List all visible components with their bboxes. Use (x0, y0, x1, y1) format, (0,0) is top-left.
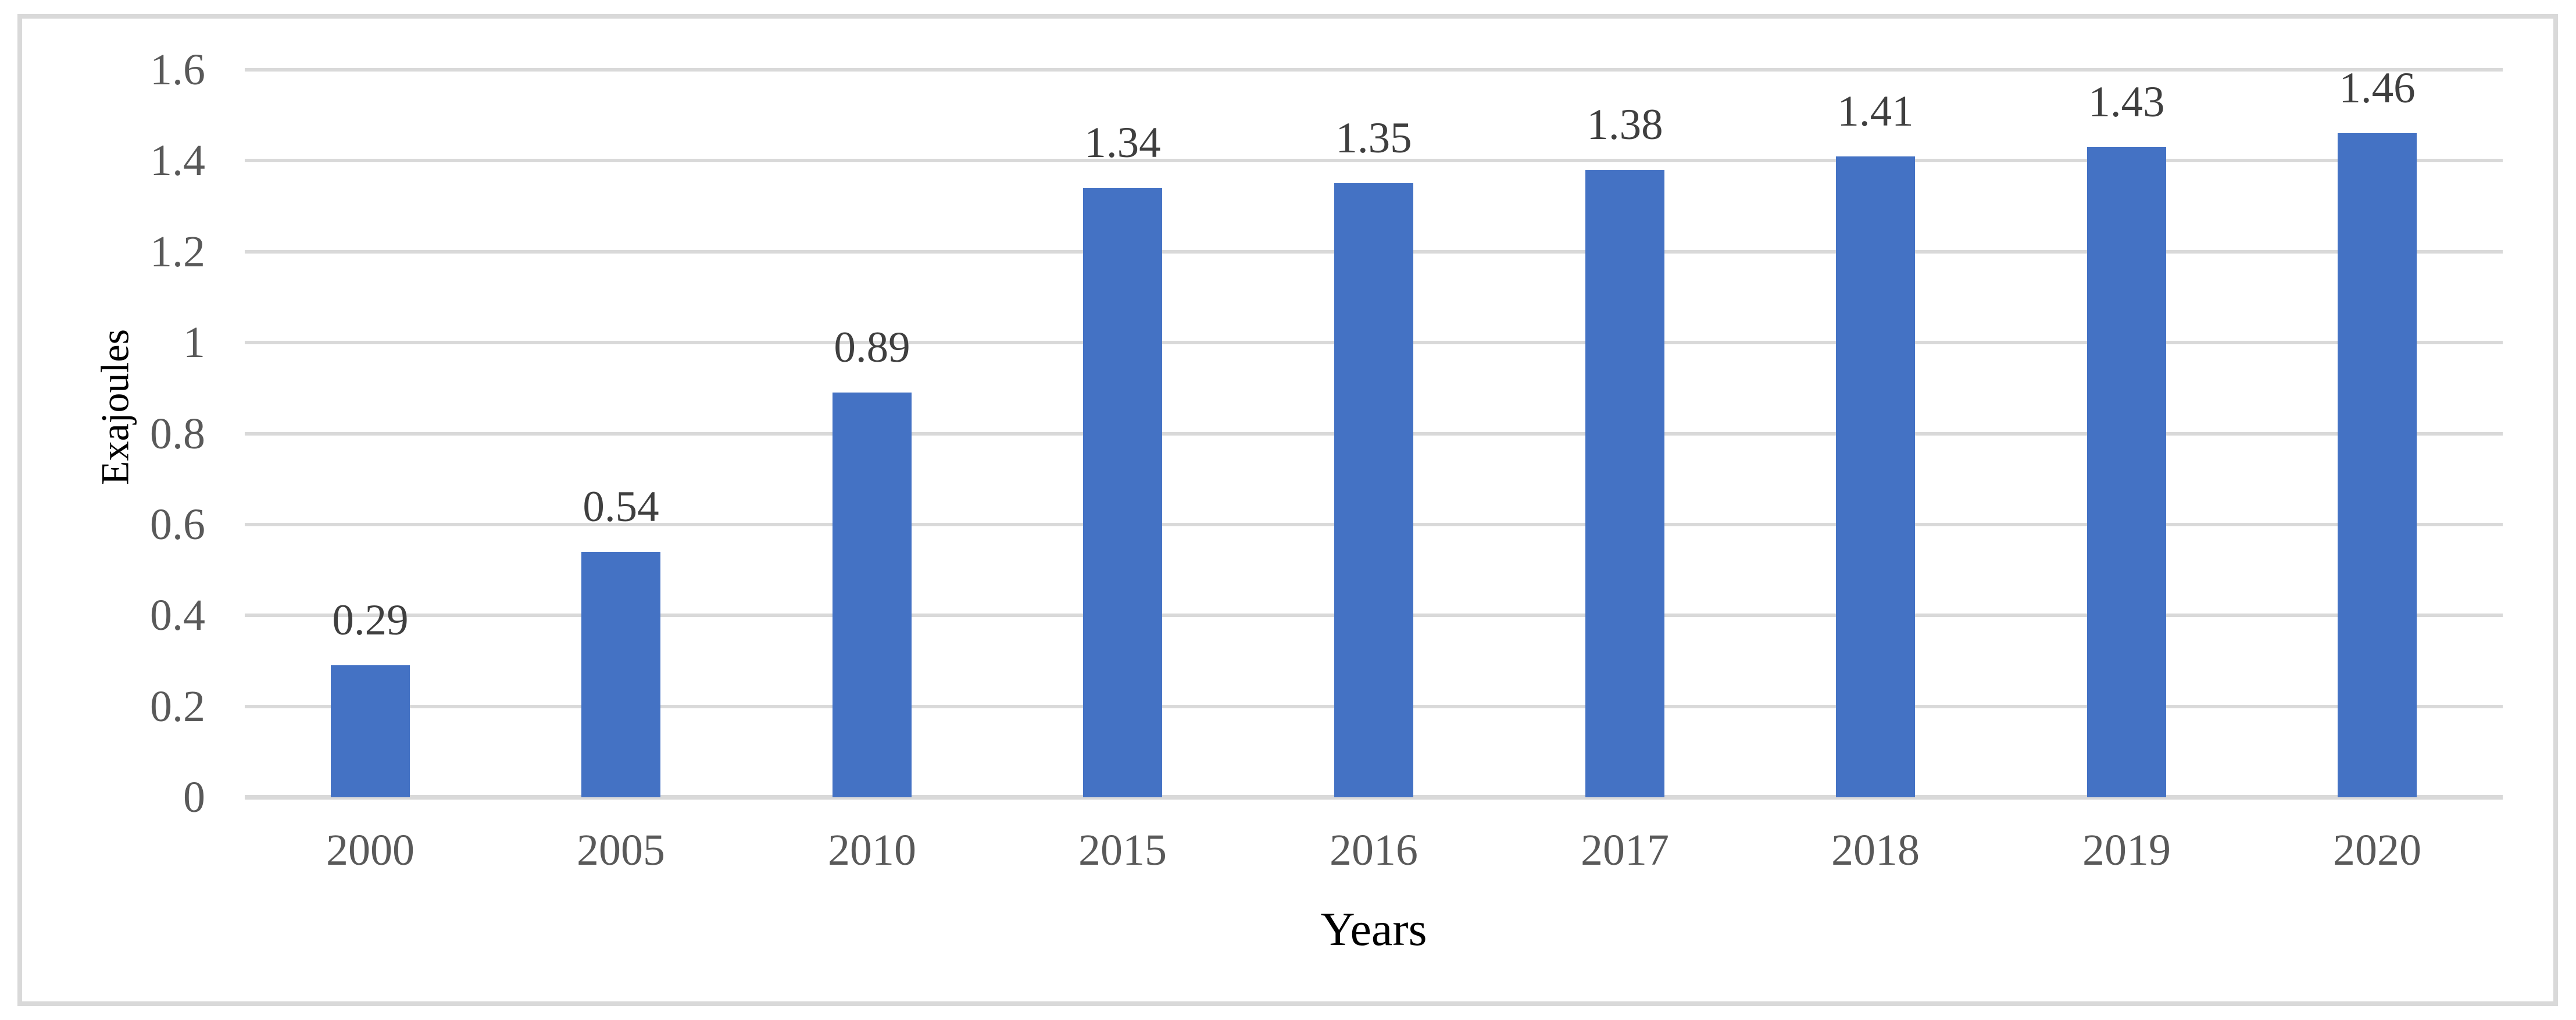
bar-2000 (331, 665, 410, 797)
x-tick-label-2018: 2018 (1831, 826, 1920, 875)
bar-2018 (1836, 156, 1915, 797)
bar-2010 (833, 393, 912, 797)
y-tick-label: 1.2 (150, 227, 205, 276)
x-tick-label-2000: 2000 (326, 826, 415, 875)
bar-value-label: 1.34 (1084, 119, 1161, 167)
bar-value-label: 1.38 (1587, 101, 1663, 149)
gridline-1.4 (245, 159, 2503, 162)
bar-value-label: 1.41 (1837, 87, 1914, 135)
bar-value-label: 0.89 (834, 323, 910, 372)
bar-2019 (2087, 147, 2166, 797)
x-tick-label-2019: 2019 (2082, 826, 2171, 875)
bar-2005 (581, 552, 660, 797)
x-tick-label-2017: 2017 (1581, 826, 1669, 875)
bar-2020 (2338, 133, 2417, 797)
x-tick-label-2015: 2015 (1078, 826, 1167, 875)
y-tick-label: 1.4 (150, 136, 205, 185)
bar-2017 (1585, 170, 1664, 797)
bar-value-label: 1.35 (1335, 114, 1412, 162)
bar-2016 (1334, 183, 1413, 797)
y-tick-label: 0.2 (150, 682, 205, 731)
y-tick-label: 0.8 (150, 409, 205, 458)
x-axis-title: Years (1320, 903, 1427, 955)
y-tick-label: 1.6 (150, 45, 205, 94)
y-tick-label: 1 (183, 318, 205, 367)
y-tick-label: 0.4 (150, 591, 205, 640)
y-tick-label: 0.6 (150, 500, 205, 549)
gridline-1.6 (245, 68, 2503, 72)
x-tick-label-2010: 2010 (828, 826, 916, 875)
bar-value-label: 0.29 (332, 596, 409, 644)
bar-value-label: 1.46 (2339, 64, 2416, 112)
bar-value-label: 1.43 (2088, 78, 2165, 126)
chart-outer-border (17, 14, 2558, 1006)
bar-value-label: 0.54 (583, 483, 659, 531)
x-axis-line (245, 795, 2503, 800)
x-tick-label-2005: 2005 (577, 826, 665, 875)
bar-2015 (1083, 188, 1162, 797)
x-tick-label-2020: 2020 (2333, 826, 2421, 875)
x-tick-label-2016: 2016 (1330, 826, 1418, 875)
y-tick-label: 0 (183, 773, 205, 822)
